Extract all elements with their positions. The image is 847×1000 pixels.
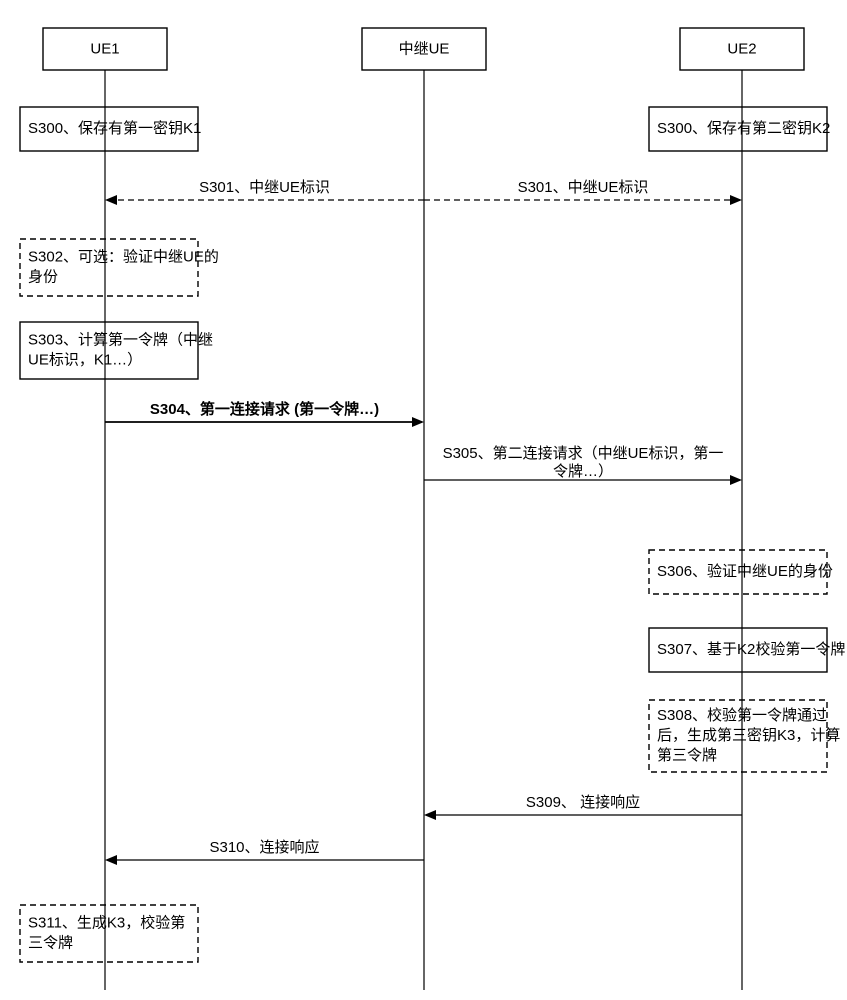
- arrow-label-s310-l0: S310、连接响应: [209, 838, 319, 856]
- step-text-s311-l1: 三令牌: [28, 935, 73, 952]
- arrow-label-s309-l0: S309、 连接响应: [526, 793, 640, 811]
- arrow-head-s305: [730, 475, 742, 485]
- step-text-s302-l1: 身份: [28, 269, 58, 286]
- step-text-s311-l0: S311、生成K3，校验第: [28, 914, 185, 932]
- arrow-label-s301a-l0: S301、中继UE标识: [199, 179, 330, 196]
- arrow-head-s301a: [105, 195, 117, 205]
- arrow-head-s301b: [730, 195, 742, 205]
- step-text-s302-l0: S302、可选：验证中继UE的: [28, 249, 219, 266]
- arrow-head-s304: [412, 417, 424, 427]
- step-text-s306-l0: S306、验证中继UE的身份: [657, 563, 833, 580]
- lifeline-label-relay: 中继UE: [399, 41, 450, 58]
- step-text-s303-l0: S303、计算第一令牌（中继: [28, 331, 213, 349]
- step-text-s308-l0: S308、校验第一令牌通过: [657, 706, 827, 724]
- step-text-s307-l0: S307、基于K2校验第一令牌: [657, 640, 845, 658]
- step-text-s300a-l0: S300、保存有第一密钥K1: [28, 119, 201, 137]
- lifeline-label-ue2: UE2: [727, 41, 756, 58]
- arrow-label-s305-l1: 令牌…）: [553, 463, 613, 480]
- step-text-s303-l1: UE标识，K1…）: [28, 352, 142, 369]
- arrow-label-s301b-l0: S301、中继UE标识: [518, 179, 649, 196]
- arrow-head-s310: [105, 855, 117, 865]
- arrow-label-s304-l0: S304、第一连接请求 (第一令牌…): [150, 400, 379, 418]
- step-text-s300b-l0: S300、保存有第二密钥K2: [657, 119, 830, 137]
- arrow-head-s309: [424, 810, 436, 820]
- step-text-s308-l2: 第三令牌: [657, 746, 717, 764]
- step-text-s308-l1: 后，生成第三密钥K3，计算: [657, 726, 840, 744]
- arrow-label-s305-l0: S305、第二连接请求（中继UE标识，第一: [443, 444, 724, 462]
- lifeline-label-ue1: UE1: [90, 41, 119, 58]
